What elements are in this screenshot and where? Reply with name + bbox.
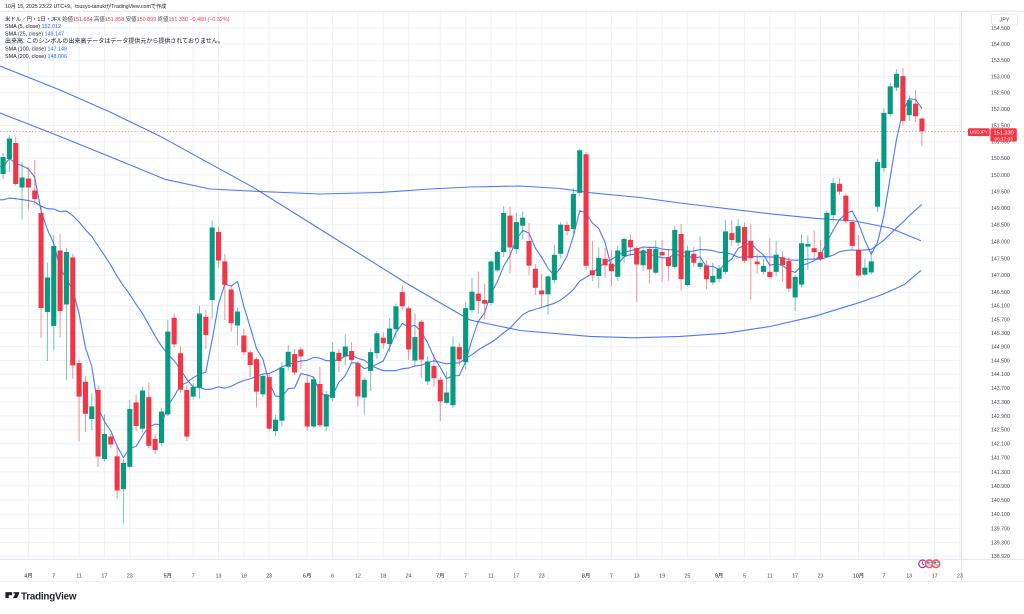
svg-text:4月: 4月	[24, 572, 32, 579]
svg-text:JPY: JPY	[1000, 18, 1010, 24]
svg-text:151.000: 151.000	[991, 140, 1010, 146]
svg-text:6月: 6月	[303, 572, 311, 579]
svg-text:7: 7	[192, 573, 195, 579]
svg-text:151.330: 151.330	[993, 130, 1013, 136]
svg-text:144.100: 144.100	[991, 372, 1010, 378]
svg-text:140.100: 140.100	[991, 512, 1010, 518]
svg-text:142.900: 142.900	[991, 414, 1010, 420]
svg-text:153.500: 153.500	[991, 58, 1010, 64]
svg-text:148.500: 148.500	[991, 223, 1010, 229]
svg-text:5: 5	[743, 573, 746, 579]
svg-text:7: 7	[52, 573, 55, 579]
svg-text:23: 23	[957, 573, 963, 579]
svg-text:SMA (5, close) 152.012: SMA (5, close) 152.012	[5, 24, 61, 30]
svg-text:142.500: 142.500	[991, 428, 1010, 434]
svg-text:153.000: 153.000	[991, 74, 1010, 80]
svg-text:141.700: 141.700	[991, 456, 1010, 462]
svg-text:SMA (25, close) 149.147: SMA (25, close) 149.147	[5, 32, 64, 38]
svg-text:146.100: 146.100	[991, 304, 1010, 310]
svg-text:142.100: 142.100	[991, 442, 1010, 448]
svg-text:11: 11	[76, 573, 82, 579]
svg-text:出来高: このシンボルの出来高データはデータ提供元から提供さ: 出来高: このシンボルの出来高データはデータ提供元から提供されておりません。	[5, 37, 224, 45]
svg-text:146.500: 146.500	[991, 290, 1010, 296]
svg-text:10月 15, 2025 23:22 UTC+9、tousy: 10月 15, 2025 23:22 UTC+9、tousyo-tanukiがT…	[5, 2, 166, 10]
svg-text:USDJPY: USDJPY	[970, 130, 988, 135]
svg-text:138.920: 138.920	[991, 554, 1010, 560]
svg-text:米ドル／円・1日・JFX 始値151.684 高値151.8: 米ドル／円・1日・JFX 始値151.684 高値151.858 安値150.8…	[5, 15, 230, 23]
svg-text:149.000: 149.000	[991, 206, 1010, 212]
svg-text:10月: 10月	[853, 572, 864, 579]
svg-text:9月: 9月	[715, 572, 723, 579]
svg-text:140.900: 140.900	[991, 484, 1010, 490]
svg-text:TradingView: TradingView	[21, 592, 77, 603]
svg-text:13: 13	[634, 573, 640, 579]
svg-text:143.700: 143.700	[991, 386, 1010, 392]
svg-text:SMA (200, close) 148.006: SMA (200, close) 148.006	[5, 54, 67, 60]
svg-text:139.700: 139.700	[991, 526, 1010, 532]
svg-text:148.000: 148.000	[991, 240, 1010, 246]
svg-text:152.000: 152.000	[991, 107, 1010, 113]
svg-text:SMA (100, close) 147.148: SMA (100, close) 147.148	[5, 46, 67, 52]
svg-text:7月: 7月	[436, 572, 444, 579]
svg-text:151.500: 151.500	[991, 123, 1010, 129]
svg-text:23: 23	[818, 573, 824, 579]
svg-text:25: 25	[684, 573, 690, 579]
svg-text:150.000: 150.000	[991, 173, 1010, 179]
svg-text:144.500: 144.500	[991, 358, 1010, 364]
svg-text:06:17:03: 06:17:03	[994, 136, 1013, 141]
svg-text:145.700: 145.700	[991, 317, 1010, 323]
svg-text:7: 7	[464, 573, 467, 579]
svg-text:19: 19	[659, 573, 665, 579]
svg-text:17: 17	[101, 573, 107, 579]
svg-text:17: 17	[932, 573, 938, 579]
svg-text:17: 17	[513, 573, 519, 579]
svg-text:147.500: 147.500	[991, 256, 1010, 262]
svg-text:140.500: 140.500	[991, 498, 1010, 504]
svg-text:7: 7	[610, 573, 613, 579]
svg-text:24: 24	[406, 573, 412, 579]
svg-text:145.300: 145.300	[991, 331, 1010, 337]
svg-text:154.500: 154.500	[991, 26, 1010, 32]
svg-text:5月: 5月	[164, 572, 172, 579]
svg-text:17: 17	[792, 573, 798, 579]
svg-text:13: 13	[216, 573, 222, 579]
svg-text:143.300: 143.300	[991, 400, 1010, 406]
svg-text:144.900: 144.900	[991, 345, 1010, 351]
svg-text:149.500: 149.500	[991, 189, 1010, 195]
svg-text:23: 23	[266, 573, 272, 579]
svg-text:11: 11	[767, 573, 773, 579]
svg-text:18: 18	[380, 573, 386, 579]
svg-text:7: 7	[882, 573, 885, 579]
svg-text:23: 23	[127, 573, 133, 579]
svg-text:23: 23	[539, 573, 545, 579]
svg-text:154.000: 154.000	[991, 42, 1010, 48]
svg-text:11: 11	[488, 573, 494, 579]
svg-text:6: 6	[331, 573, 334, 579]
svg-text:12: 12	[355, 573, 361, 579]
svg-text:150.500: 150.500	[991, 156, 1010, 162]
svg-text:147.000: 147.000	[991, 273, 1010, 279]
svg-text:13: 13	[906, 573, 912, 579]
svg-text:152.500: 152.500	[991, 91, 1010, 97]
svg-text:139.300: 139.300	[991, 541, 1010, 547]
svg-text:19: 19	[241, 573, 247, 579]
svg-text:141.300: 141.300	[991, 470, 1010, 476]
svg-text:8月: 8月	[582, 572, 590, 579]
